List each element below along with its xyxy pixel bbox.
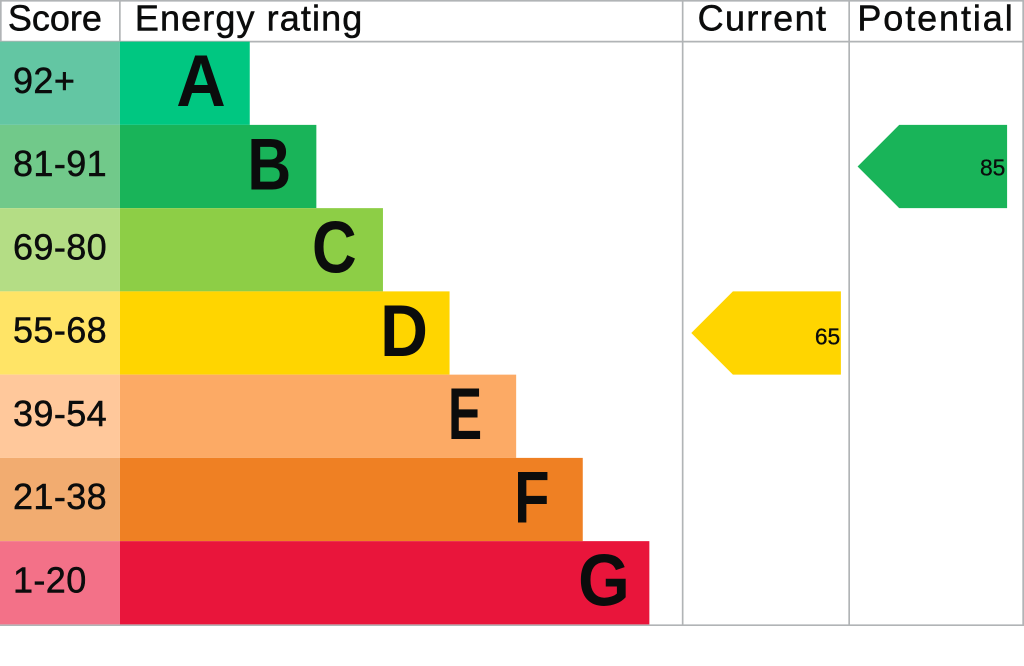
svg-text:F: F xyxy=(514,456,549,538)
svg-text:21-38: 21-38 xyxy=(13,476,107,517)
svg-text:65: 65 xyxy=(815,323,840,349)
svg-text:G: G xyxy=(578,540,630,622)
svg-text:85: 85 xyxy=(980,155,1005,181)
svg-text:39-54: 39-54 xyxy=(13,393,107,434)
svg-text:E: E xyxy=(448,374,482,455)
svg-text:Score: Score xyxy=(8,0,102,39)
svg-text:C: C xyxy=(312,208,357,289)
svg-text:1-20: 1-20 xyxy=(13,559,87,600)
svg-text:Potential: Potential xyxy=(857,0,1014,39)
svg-text:92+: 92+ xyxy=(13,60,75,101)
svg-text:A: A xyxy=(176,41,226,122)
svg-text:55-68: 55-68 xyxy=(13,310,107,351)
svg-text:D: D xyxy=(380,290,428,372)
svg-text:81-91: 81-91 xyxy=(13,143,107,184)
svg-text:B: B xyxy=(247,124,291,206)
svg-text:Energy rating: Energy rating xyxy=(135,0,363,39)
svg-text:69-80: 69-80 xyxy=(13,226,107,267)
svg-text:Current: Current xyxy=(698,0,828,39)
